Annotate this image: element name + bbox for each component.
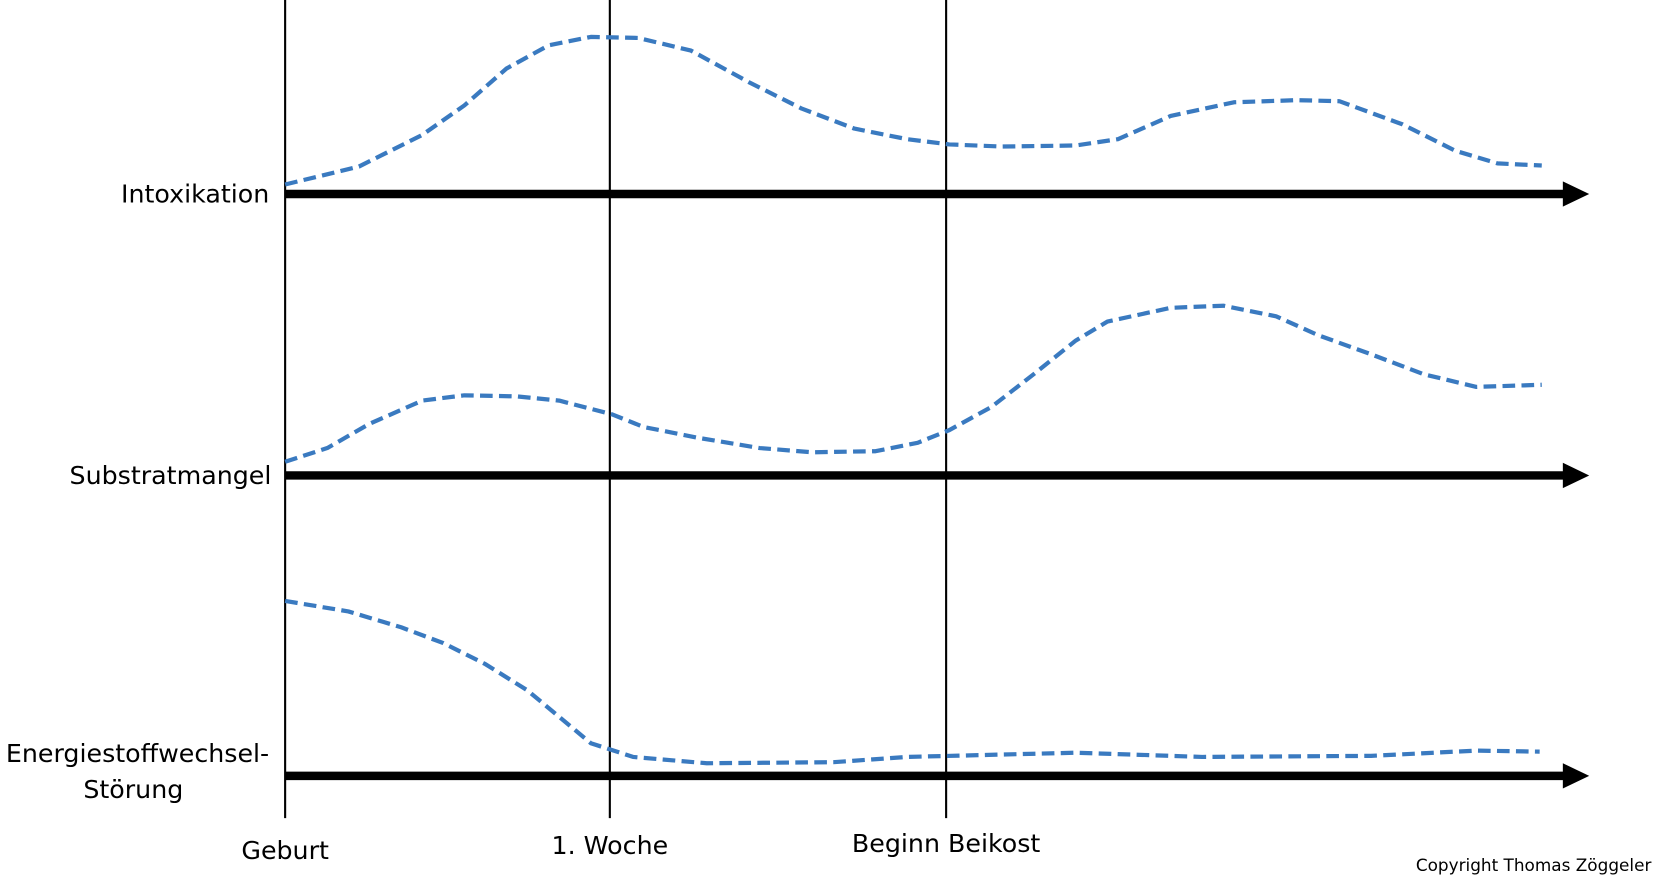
timeline-arrows <box>285 181 1590 789</box>
milestone-label: Beginn Beikost <box>852 829 1040 858</box>
row-label: Intoxikation <box>121 179 269 208</box>
copyright: Copyright Thomas Zöggeler <box>1416 855 1652 875</box>
row-label: Substratmangel <box>70 461 272 490</box>
energie-curve <box>284 598 1540 766</box>
intoxikation-curve <box>284 34 1542 187</box>
arrow-head <box>1562 763 1590 789</box>
row-label: Störung <box>83 775 183 804</box>
milestone-label: Geburt <box>241 836 329 865</box>
substratmangel-curve <box>284 303 1542 464</box>
arrow-head <box>1562 462 1590 489</box>
arrow-head <box>1562 181 1590 207</box>
row-label: Energiestoffwechsel- <box>6 739 269 768</box>
milestone-label: 1. Woche <box>551 831 668 860</box>
